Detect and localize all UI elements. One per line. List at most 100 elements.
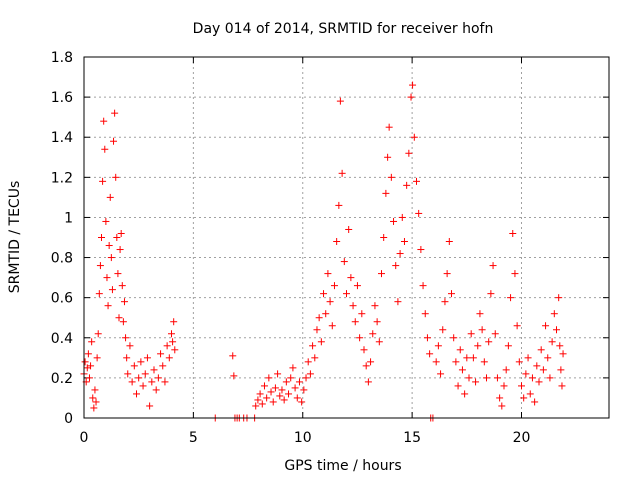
data-point	[559, 350, 567, 358]
data-point	[324, 270, 332, 278]
data-point	[509, 229, 517, 237]
data-point	[137, 358, 145, 366]
data-point	[110, 137, 118, 145]
data-point	[480, 358, 488, 366]
data-point	[469, 354, 477, 362]
data-point	[150, 366, 158, 374]
data-point	[118, 282, 126, 290]
data-point	[537, 346, 545, 354]
data-point	[95, 290, 103, 298]
data-point	[441, 298, 449, 306]
data-point	[426, 350, 434, 358]
data-point	[254, 396, 262, 404]
data-point	[105, 242, 113, 250]
data-point	[115, 314, 123, 322]
y-tick-label: 0.8	[51, 251, 73, 267]
data-point	[157, 350, 165, 358]
data-point	[485, 338, 493, 346]
data-point	[311, 354, 319, 362]
data-point	[102, 217, 110, 225]
data-point	[263, 394, 271, 402]
data-point	[373, 318, 381, 326]
data-point	[371, 302, 379, 310]
data-point	[384, 153, 392, 161]
data-point	[287, 374, 295, 382]
data-point	[419, 282, 427, 290]
data-point	[114, 270, 122, 278]
data-point	[465, 374, 473, 382]
y-tick-label: 1	[64, 210, 73, 226]
data-point	[152, 386, 160, 394]
data-point	[423, 334, 431, 342]
data-point	[544, 354, 552, 362]
data-point	[450, 334, 458, 342]
data-point	[400, 238, 408, 246]
data-point	[126, 342, 134, 350]
data-point	[478, 326, 486, 334]
x-tick-label: 20	[513, 430, 531, 446]
data-point	[161, 378, 169, 386]
data-point	[362, 362, 370, 370]
x-axis-label: GPS time / hours	[284, 458, 401, 474]
data-point	[476, 310, 484, 318]
data-point	[369, 330, 377, 338]
data-point	[515, 358, 523, 366]
data-point	[437, 370, 445, 378]
data-point	[380, 234, 388, 241]
data-point	[483, 374, 490, 382]
data-series-srmtid	[80, 81, 567, 422]
data-point	[285, 390, 293, 398]
data-point	[92, 398, 100, 406]
data-point	[336, 97, 344, 105]
data-point	[345, 225, 353, 233]
data-point	[445, 238, 453, 246]
data-point	[343, 290, 350, 298]
data-point	[113, 234, 121, 241]
data-point	[526, 390, 534, 398]
y-tick-label: 0	[64, 411, 73, 427]
data-point	[128, 378, 136, 386]
data-point	[154, 374, 162, 382]
data-point	[493, 374, 501, 382]
data-point	[432, 358, 440, 366]
data-point	[489, 262, 497, 270]
data-point	[103, 274, 111, 282]
data-point	[546, 374, 554, 382]
data-point	[315, 314, 323, 322]
data-point	[90, 404, 98, 412]
data-point	[507, 294, 515, 302]
data-point	[558, 382, 566, 390]
gridlines	[84, 57, 609, 418]
data-point	[353, 282, 361, 290]
data-point	[112, 173, 120, 181]
data-point	[333, 238, 341, 246]
data-point	[133, 390, 140, 398]
data-point	[252, 402, 260, 410]
data-point	[358, 310, 366, 318]
data-point	[320, 290, 328, 298]
data-point	[415, 209, 423, 217]
data-point	[557, 366, 565, 374]
data-point	[120, 298, 128, 306]
data-point	[326, 298, 334, 306]
data-point	[385, 123, 393, 131]
data-point	[496, 394, 504, 402]
data-point	[382, 189, 390, 197]
data-point	[269, 398, 277, 406]
data-point	[141, 370, 149, 378]
data-point	[513, 322, 521, 330]
data-point	[524, 354, 532, 362]
data-point	[407, 93, 415, 101]
data-point	[293, 394, 301, 402]
data-point	[504, 342, 512, 350]
data-point	[111, 109, 119, 117]
data-point	[148, 378, 156, 386]
y-tick-label: 0.4	[51, 331, 73, 347]
data-point	[364, 378, 372, 386]
data-point	[454, 382, 462, 390]
data-point	[100, 117, 108, 125]
data-point	[330, 282, 338, 290]
data-point	[518, 382, 525, 390]
y-tick-label: 0.6	[51, 291, 73, 307]
